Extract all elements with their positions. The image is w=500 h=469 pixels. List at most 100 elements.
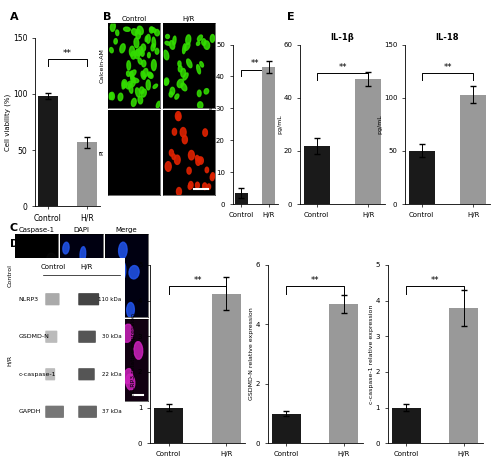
Circle shape (187, 167, 191, 174)
Ellipse shape (175, 94, 179, 99)
Text: GSDMD-N: GSDMD-N (18, 334, 49, 339)
Title: IL-1β: IL-1β (330, 33, 354, 42)
Bar (409, 151, 434, 204)
Ellipse shape (170, 41, 174, 49)
Ellipse shape (130, 80, 136, 87)
Title: IL-18: IL-18 (436, 33, 459, 42)
Text: E: E (288, 12, 295, 22)
Ellipse shape (122, 324, 133, 342)
Ellipse shape (130, 71, 134, 79)
FancyBboxPatch shape (45, 293, 60, 305)
Circle shape (198, 157, 202, 163)
Text: **: ** (193, 276, 202, 285)
Ellipse shape (76, 272, 82, 284)
Ellipse shape (134, 341, 142, 359)
Ellipse shape (141, 44, 146, 51)
FancyBboxPatch shape (45, 406, 64, 418)
Ellipse shape (177, 79, 184, 88)
Bar (38, 96, 58, 206)
Ellipse shape (142, 60, 146, 67)
Ellipse shape (77, 378, 82, 387)
Ellipse shape (181, 83, 187, 91)
Y-axis label: Control: Control (7, 264, 12, 287)
Ellipse shape (130, 70, 136, 77)
Ellipse shape (124, 369, 132, 384)
Ellipse shape (32, 264, 41, 284)
Y-axis label: GSDMD-N relative expression: GSDMD-N relative expression (249, 308, 254, 401)
Circle shape (176, 112, 181, 121)
Y-axis label: pg/mL: pg/mL (378, 114, 382, 134)
Ellipse shape (156, 101, 160, 108)
Ellipse shape (122, 80, 127, 88)
Ellipse shape (140, 87, 144, 93)
Y-axis label: H/R: H/R (7, 355, 12, 365)
Circle shape (210, 174, 214, 181)
Ellipse shape (64, 288, 69, 301)
Circle shape (182, 136, 188, 144)
Circle shape (176, 188, 182, 196)
Ellipse shape (148, 73, 153, 78)
Ellipse shape (138, 47, 143, 54)
Text: **: ** (444, 63, 452, 72)
Ellipse shape (74, 338, 81, 352)
Y-axis label: c-caspase-1 relative expression: c-caspase-1 relative expression (369, 304, 374, 404)
Ellipse shape (132, 98, 136, 106)
Ellipse shape (134, 49, 140, 59)
Ellipse shape (198, 102, 203, 108)
Ellipse shape (196, 65, 200, 74)
Text: **: ** (63, 49, 72, 58)
Circle shape (188, 184, 192, 189)
Ellipse shape (170, 87, 174, 95)
Text: c-caspase-1: c-caspase-1 (18, 372, 56, 377)
Ellipse shape (120, 44, 125, 53)
Ellipse shape (155, 48, 159, 54)
Circle shape (196, 158, 200, 166)
Ellipse shape (142, 68, 148, 77)
Ellipse shape (183, 73, 188, 80)
Ellipse shape (164, 79, 168, 85)
Text: **: ** (431, 276, 440, 285)
Bar (450, 308, 478, 443)
Bar (212, 294, 240, 443)
Ellipse shape (26, 369, 36, 384)
Text: 30 kDa: 30 kDa (102, 334, 122, 339)
Circle shape (172, 154, 176, 159)
Ellipse shape (126, 374, 135, 390)
Ellipse shape (114, 38, 117, 44)
Ellipse shape (164, 78, 168, 85)
Ellipse shape (128, 83, 133, 93)
Ellipse shape (169, 92, 172, 97)
Ellipse shape (80, 247, 86, 262)
Ellipse shape (150, 27, 154, 33)
Ellipse shape (196, 42, 200, 45)
Y-axis label: NLRP3 relative expression: NLRP3 relative expression (132, 313, 136, 395)
Title: Caspase-1: Caspase-1 (18, 227, 55, 233)
Ellipse shape (118, 93, 123, 101)
Ellipse shape (198, 35, 202, 41)
Circle shape (205, 167, 208, 173)
Bar (234, 193, 248, 204)
Title: H/R: H/R (182, 15, 195, 22)
Ellipse shape (126, 303, 134, 317)
Bar (392, 408, 420, 443)
Y-axis label: PI positive cells (%): PI positive cells (%) (210, 94, 214, 155)
Ellipse shape (141, 71, 146, 79)
Ellipse shape (172, 36, 176, 45)
Ellipse shape (34, 278, 43, 299)
Ellipse shape (150, 27, 156, 32)
FancyBboxPatch shape (78, 331, 96, 343)
Ellipse shape (165, 41, 170, 45)
Title: Control: Control (121, 15, 146, 22)
Ellipse shape (184, 43, 190, 51)
Ellipse shape (40, 373, 48, 390)
Text: H/R: H/R (80, 265, 92, 270)
Ellipse shape (126, 81, 132, 89)
Y-axis label: Calcein-AM: Calcein-AM (100, 48, 104, 83)
Ellipse shape (146, 34, 150, 43)
Bar (304, 145, 330, 204)
FancyBboxPatch shape (78, 293, 99, 305)
Ellipse shape (112, 299, 120, 318)
Ellipse shape (89, 365, 94, 378)
Ellipse shape (204, 89, 208, 94)
Ellipse shape (152, 60, 156, 70)
